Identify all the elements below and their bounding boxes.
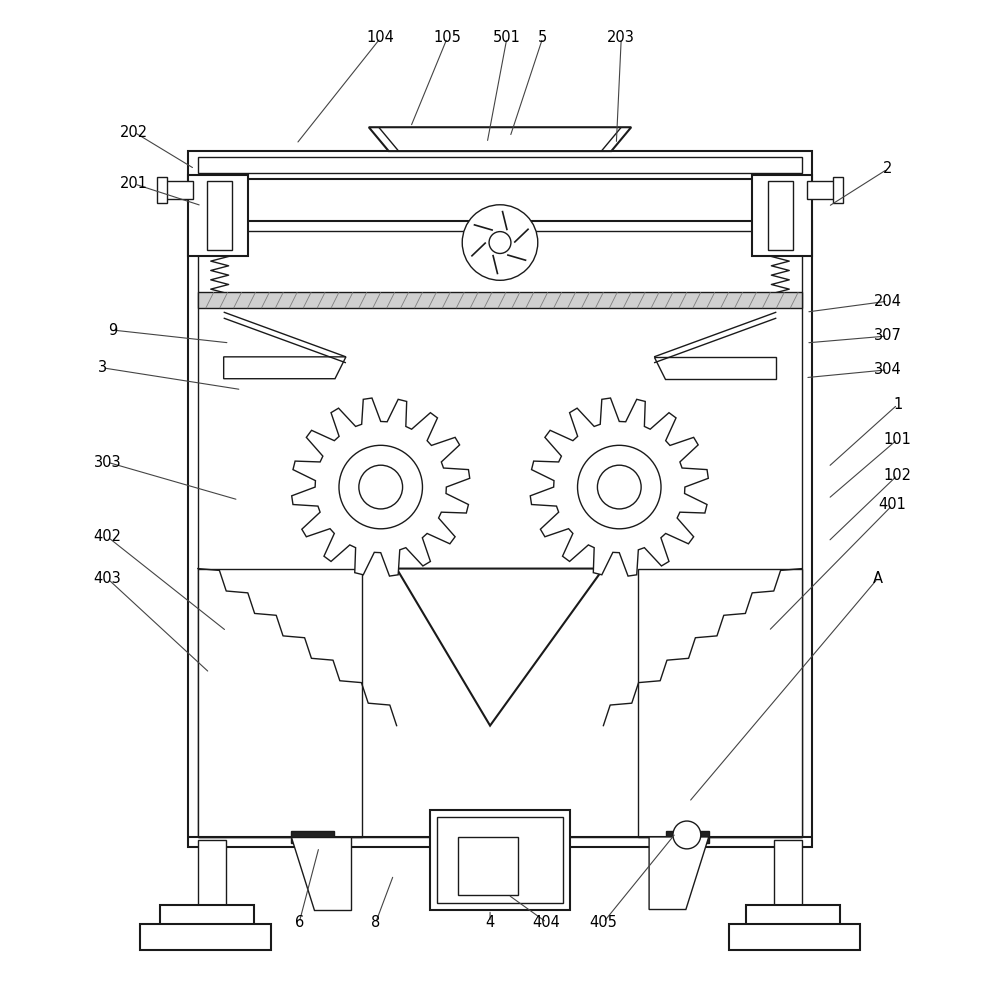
Text: 102: 102: [884, 467, 912, 483]
Text: 8: 8: [371, 914, 380, 930]
Bar: [774, 840, 802, 910]
Circle shape: [673, 821, 701, 849]
Text: A: A: [873, 571, 883, 586]
Bar: [188, 221, 812, 847]
Bar: [437, 817, 563, 903]
Text: 3: 3: [98, 360, 107, 376]
Bar: [188, 175, 248, 256]
Bar: [666, 831, 709, 843]
Polygon shape: [224, 357, 346, 379]
Polygon shape: [369, 127, 631, 151]
Bar: [165, 181, 193, 199]
Text: 6: 6: [295, 914, 304, 930]
Polygon shape: [397, 569, 603, 726]
Bar: [207, 181, 232, 250]
Bar: [752, 175, 812, 256]
Text: 202: 202: [120, 124, 148, 140]
Text: 204: 204: [874, 293, 902, 309]
Circle shape: [339, 445, 422, 529]
Bar: [807, 181, 835, 199]
Text: 404: 404: [533, 914, 561, 930]
Polygon shape: [530, 398, 708, 577]
Circle shape: [578, 445, 661, 529]
Text: 2: 2: [883, 161, 892, 177]
Bar: [430, 810, 570, 910]
Text: 405: 405: [589, 914, 617, 930]
Polygon shape: [292, 398, 470, 577]
Bar: [198, 157, 802, 173]
Text: 203: 203: [607, 30, 635, 46]
Bar: [458, 837, 518, 895]
Bar: [198, 569, 362, 837]
Text: 104: 104: [367, 30, 395, 46]
Circle shape: [597, 465, 641, 509]
Text: 501: 501: [493, 30, 521, 46]
Bar: [291, 831, 334, 843]
Polygon shape: [649, 837, 709, 910]
Bar: [638, 569, 802, 837]
Text: 9: 9: [108, 322, 117, 338]
Bar: [198, 840, 226, 910]
Text: 201: 201: [120, 176, 148, 192]
Bar: [198, 292, 802, 308]
Bar: [768, 181, 793, 250]
Text: 401: 401: [879, 497, 907, 513]
Bar: [746, 905, 840, 926]
Circle shape: [489, 232, 511, 253]
Bar: [729, 924, 860, 950]
Bar: [140, 924, 271, 950]
Bar: [160, 905, 254, 926]
Text: 307: 307: [874, 328, 902, 344]
Text: 101: 101: [884, 431, 912, 447]
Bar: [833, 177, 843, 203]
Polygon shape: [291, 837, 351, 910]
Text: 5: 5: [538, 30, 547, 46]
Bar: [157, 177, 167, 203]
Bar: [188, 151, 812, 179]
Circle shape: [462, 205, 538, 280]
Polygon shape: [654, 357, 776, 379]
Text: 403: 403: [93, 571, 121, 586]
Text: 105: 105: [433, 30, 461, 46]
Text: 4: 4: [485, 914, 495, 930]
Text: 303: 303: [94, 454, 121, 470]
Text: 402: 402: [93, 529, 121, 545]
Bar: [198, 231, 802, 837]
Text: 1: 1: [893, 397, 902, 413]
Text: 304: 304: [874, 362, 902, 378]
Circle shape: [359, 465, 403, 509]
